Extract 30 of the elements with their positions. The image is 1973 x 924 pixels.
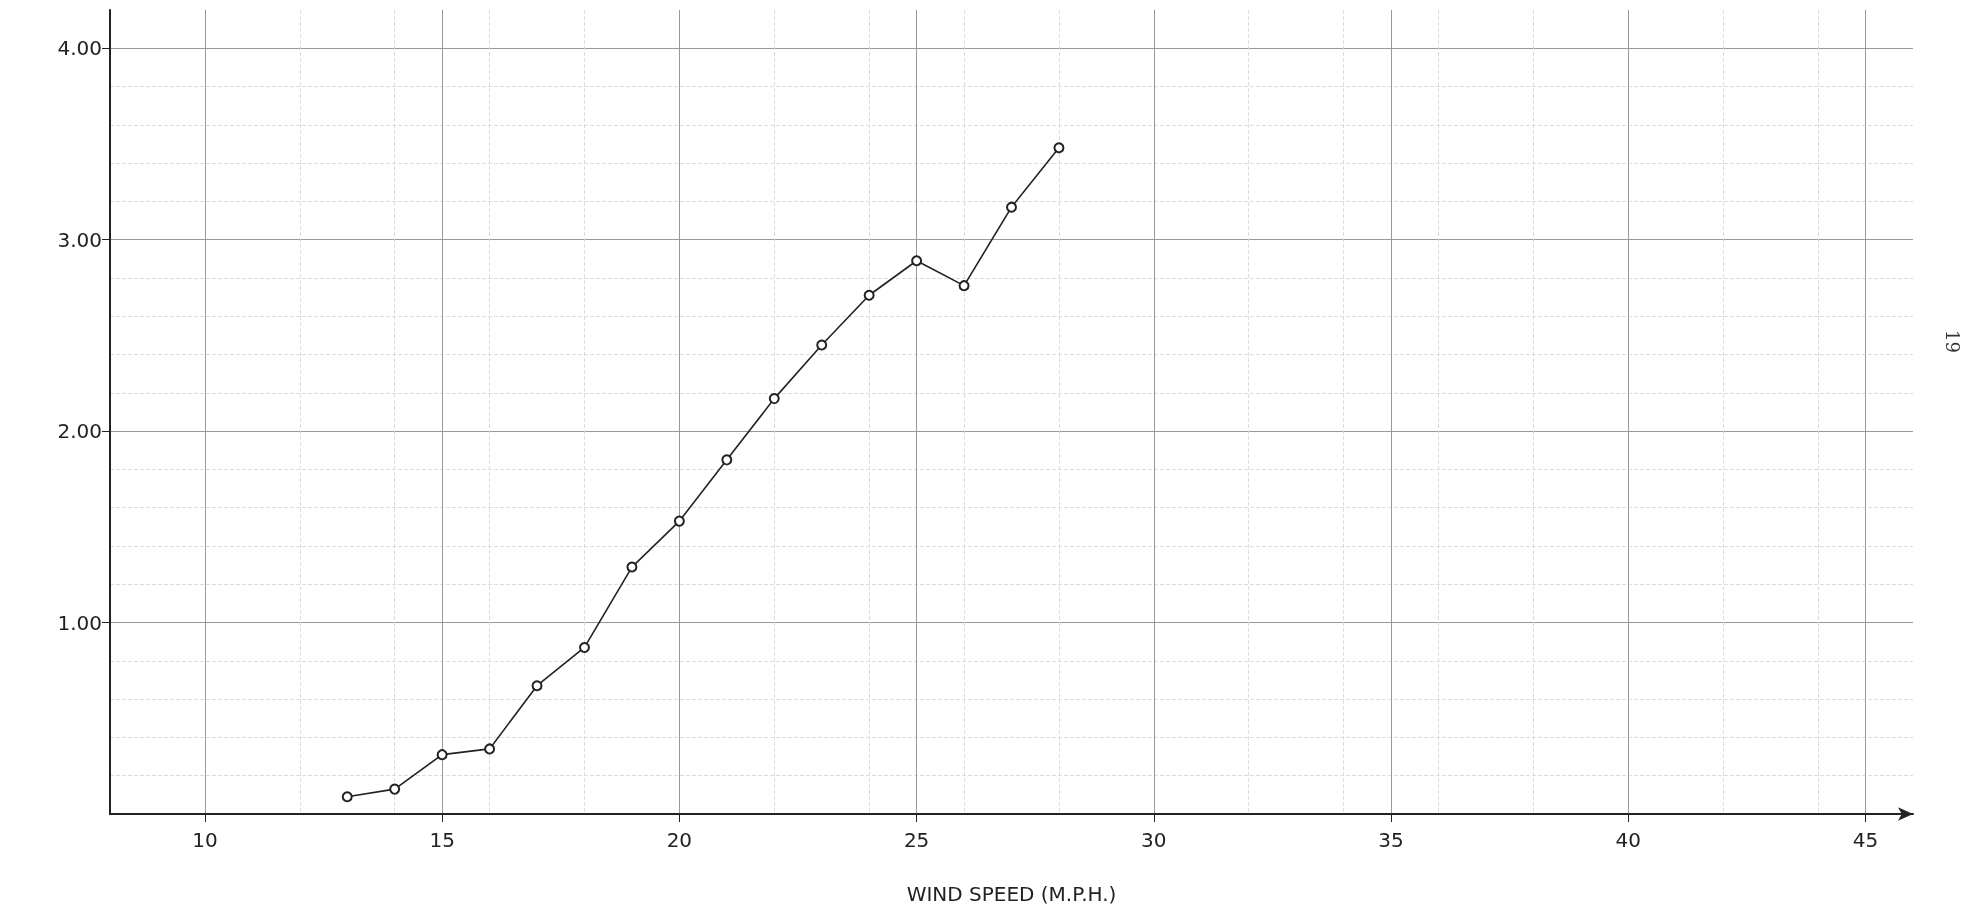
x-tick-label: 20 <box>666 828 693 852</box>
point <box>341 791 353 803</box>
point <box>389 783 401 795</box>
y-tick-label: 4.00 <box>57 36 102 61</box>
x-tick-label: 30 <box>1141 828 1167 852</box>
point <box>626 561 638 573</box>
point <box>816 339 828 351</box>
point <box>531 680 543 692</box>
point <box>484 743 496 755</box>
y-tick-label: 1.00 <box>57 610 102 635</box>
x-tick-label: 40 <box>1615 828 1642 852</box>
point <box>1006 201 1017 213</box>
point <box>768 393 780 405</box>
y-tick-label: 3.00 <box>57 227 102 252</box>
point <box>436 749 448 761</box>
x-tick-label: 15 <box>429 828 455 852</box>
point <box>911 255 923 267</box>
x-tick-label: 35 <box>1378 828 1404 852</box>
point <box>721 454 733 466</box>
text: 19 <box>1941 330 1963 353</box>
x-axis-title: WIND SPEED (M.P.H.) <box>906 882 1117 906</box>
x-tick-label: 45 <box>1852 828 1879 852</box>
point <box>958 280 970 292</box>
point <box>578 641 590 653</box>
point <box>1053 142 1065 154</box>
x-tick-label: 10 <box>192 828 218 852</box>
point <box>673 515 685 527</box>
x-tick-label: 25 <box>903 828 930 852</box>
y-tick-label: 2.00 <box>57 419 102 444</box>
point <box>863 289 875 301</box>
